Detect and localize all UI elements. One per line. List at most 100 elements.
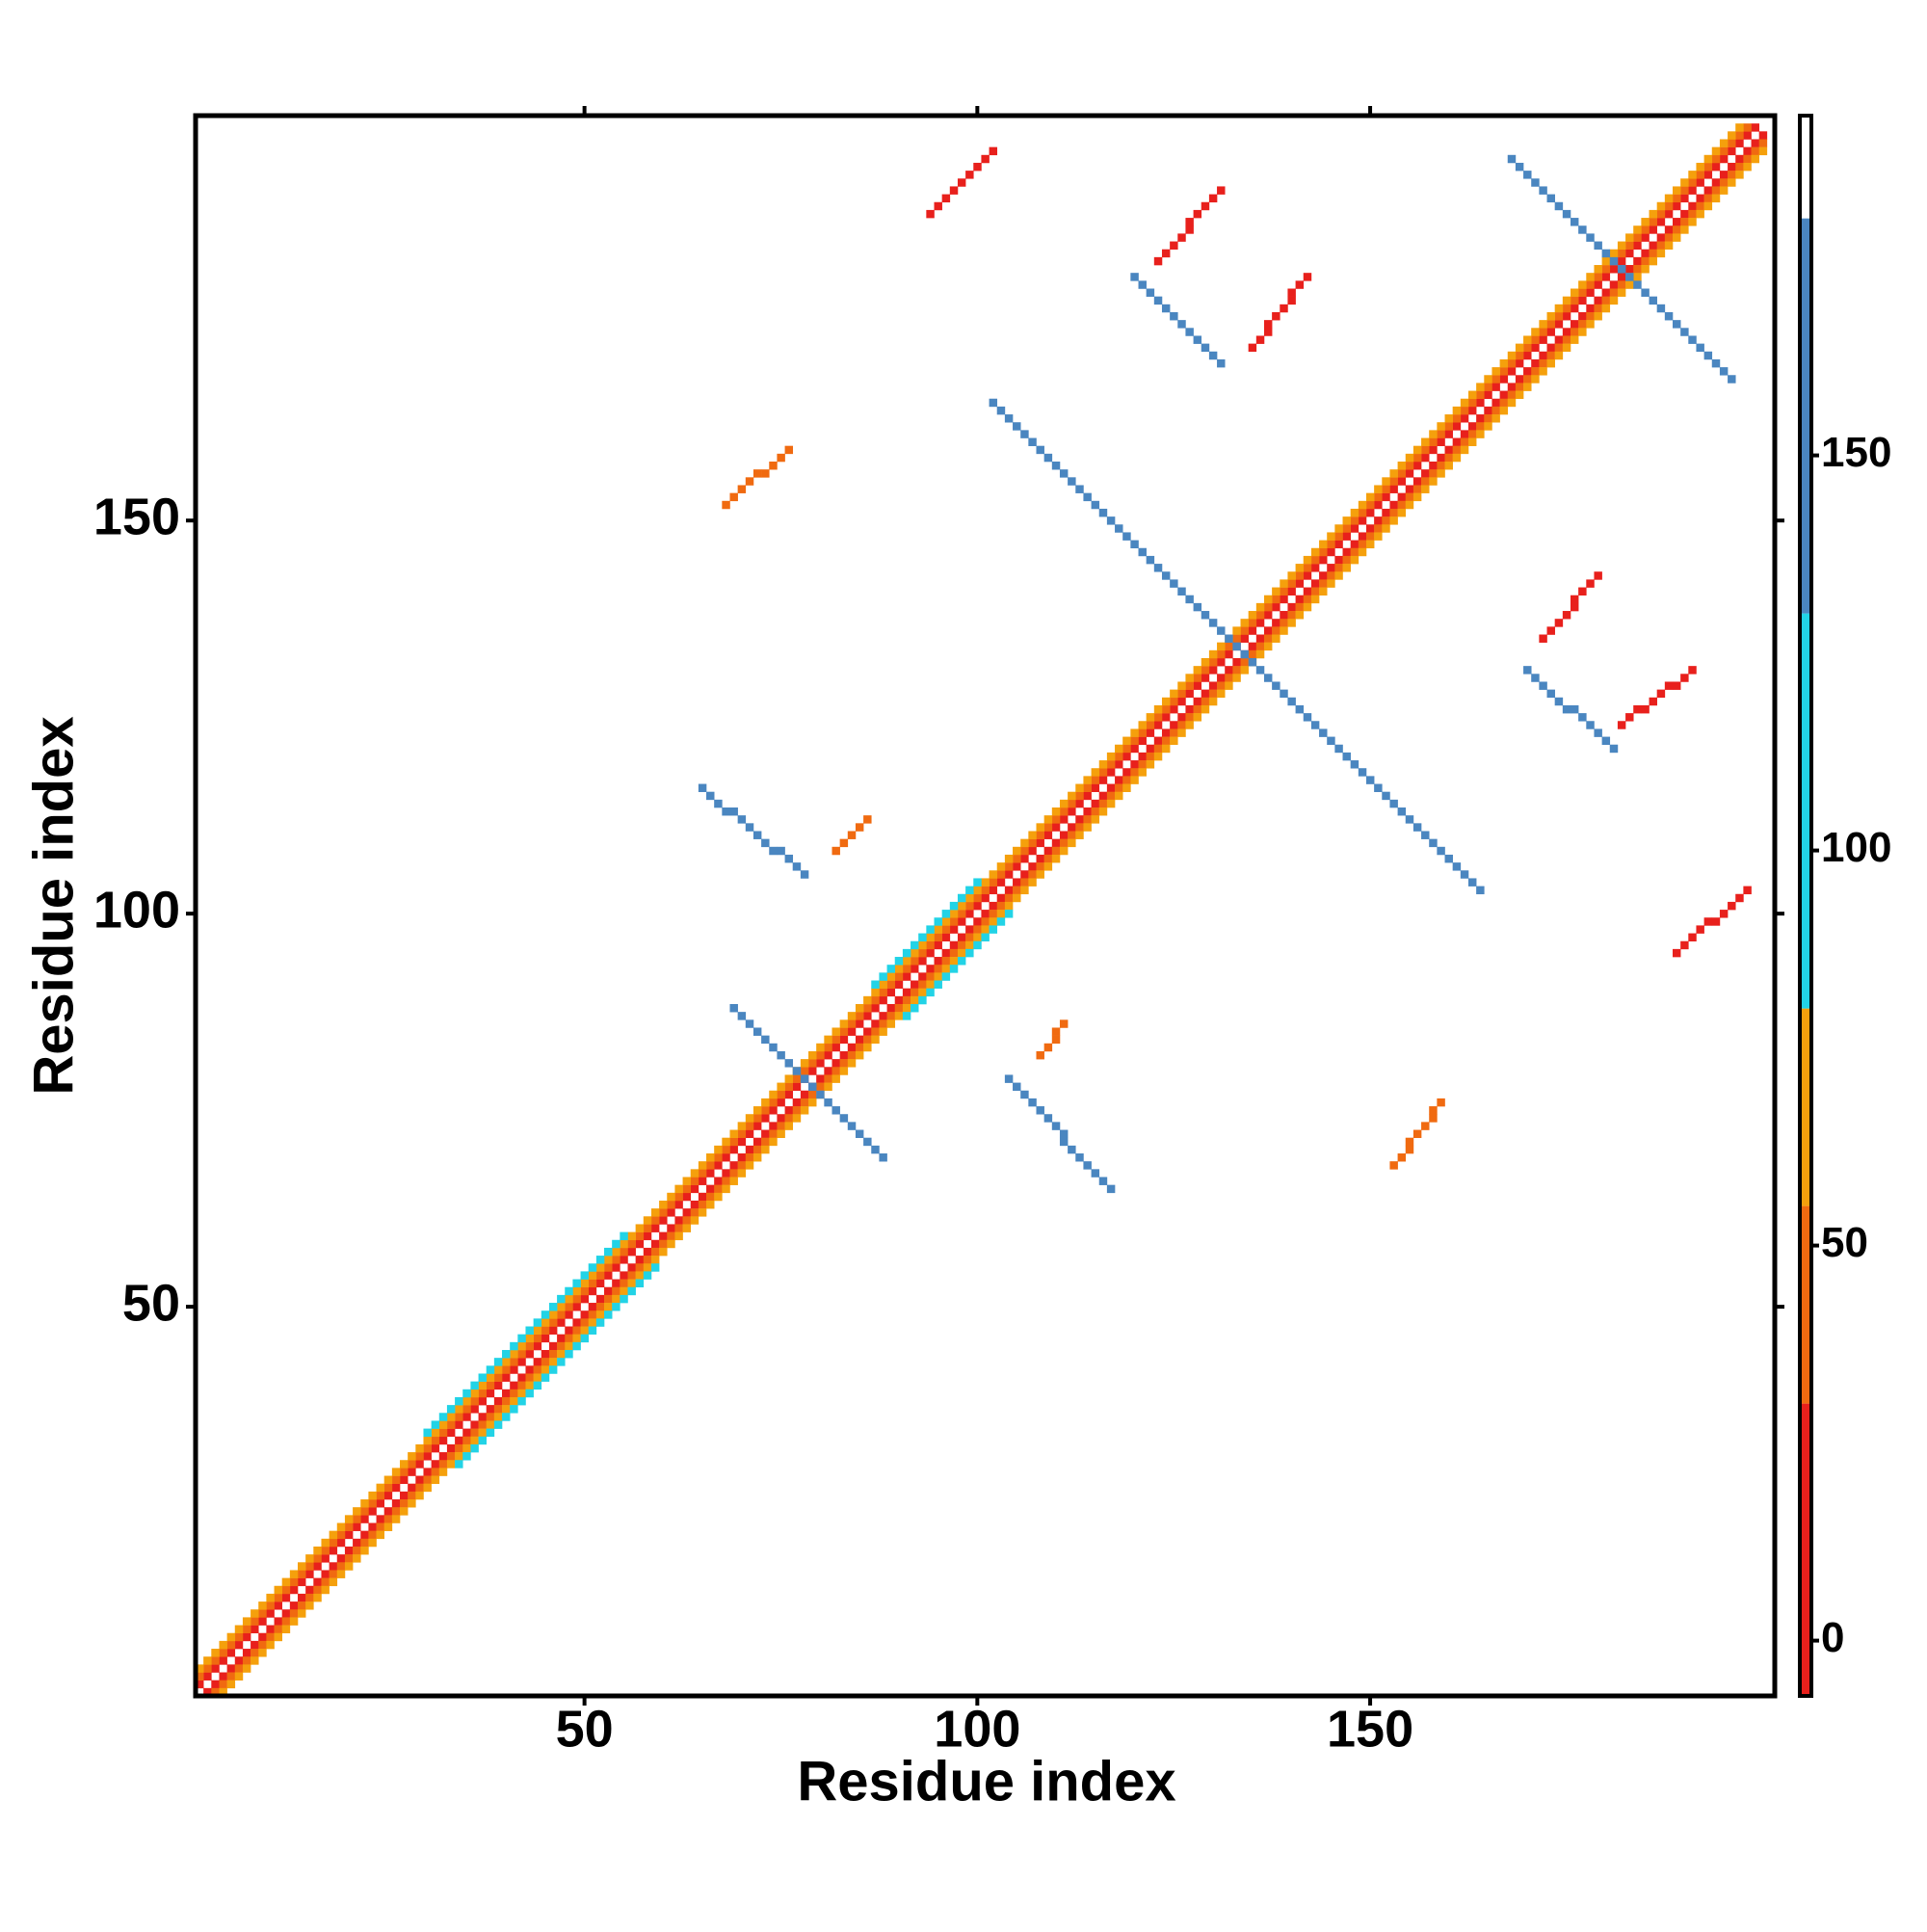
contact-cell [1365,508,1375,517]
contact-cell [431,1420,440,1429]
contact-cell [1421,831,1430,839]
contact-cell [446,1405,456,1414]
contact-cell [1232,642,1241,651]
contact-cell [1255,649,1265,659]
contact-cell [1122,752,1131,761]
contact-cell [792,1098,802,1107]
contact-cell [1711,154,1721,164]
contact-cell [1217,642,1226,651]
contact-cell [722,1145,730,1154]
contact-cell [595,1263,605,1272]
contact-cell [1051,823,1061,832]
contact-cell [690,1216,700,1225]
contact-cell [1122,768,1131,777]
contact-cell [1649,209,1657,219]
contact-cell [674,1231,683,1241]
contact-cell [462,1428,471,1438]
contact-cell [879,1019,887,1028]
contact-cell [1365,492,1375,502]
contact-cell [1036,1106,1044,1115]
contact-cell [423,1436,432,1445]
contact-cell [360,1507,369,1516]
contact-cell [557,1334,566,1343]
contact-cell [926,209,935,219]
contact-cell [415,1460,424,1469]
contact-cell [219,1672,227,1681]
contact-cell [1562,296,1571,305]
contact-cell [1153,564,1163,572]
contact-cell [934,980,942,989]
contact-cell [1287,602,1296,612]
contact-cell [400,1468,409,1476]
contact-cell [659,1208,668,1217]
contact-cell [808,1098,817,1107]
contact-cell [1115,752,1123,761]
contact-cell [1098,791,1108,801]
contact-cell [714,1145,723,1154]
contact-cell [1578,328,1587,336]
contact-cell [1467,422,1477,431]
contact-cell [604,1303,613,1311]
contact-cell [1625,249,1634,258]
contact-cell [1091,500,1100,510]
contact-cell [722,1153,730,1162]
contact-cell [1272,626,1280,635]
contact-cell [1412,477,1422,486]
contact-cell [800,1059,809,1068]
contact-cell [777,1114,785,1123]
contact-cell [572,1334,581,1343]
contact-cell [541,1349,550,1359]
contact-cell [1719,367,1729,376]
contact-cell [525,1389,534,1398]
contact-cell [321,1546,330,1555]
contact-cell [321,1554,330,1563]
contact-cell [203,1656,212,1665]
contact-cell [1507,351,1517,360]
contact-cell [1586,579,1595,588]
contact-cell [1515,390,1524,400]
contact-cell [533,1341,542,1351]
contact-cell [1586,233,1595,242]
contact-cell [635,1239,645,1249]
contact-cell [1208,697,1218,706]
contact-cell [996,870,1006,879]
contact-cell [1405,469,1414,478]
contact-cell [1036,862,1044,871]
contact-cell [1083,807,1092,816]
contact-cell [752,1153,762,1162]
contact-cell [548,1303,558,1311]
contact-cell [1106,791,1116,801]
contact-cell [886,965,896,973]
contact-cell [1319,540,1328,549]
contact-cell [1350,524,1359,533]
contact-cell [886,980,896,989]
contact-cell [321,1577,330,1587]
contact-cell [1397,500,1407,510]
contact-cell [1389,508,1398,517]
contact-cell [1295,602,1305,612]
contact-cell [706,1161,715,1170]
contact-cell [510,1341,518,1351]
contact-cell [612,1239,620,1249]
contact-cell [1153,721,1163,729]
contact-cell [1358,540,1367,549]
contact-cell [353,1538,361,1548]
contact-cell [627,1271,636,1280]
contact-cell [1280,689,1288,699]
contact-cell [510,1396,518,1406]
contact-cell [1240,649,1249,659]
contact-cell [996,917,1006,926]
contact-cell [1758,139,1768,147]
contact-cell [745,1145,754,1154]
contact-cell [1491,398,1500,408]
contact-cell [1743,146,1752,156]
contact-cell [1649,256,1657,266]
contact-cell [745,823,754,832]
contact-cell [682,1184,692,1194]
contact-cell [981,925,990,934]
contact-cell [832,1106,840,1115]
contact-cell [1185,328,1194,336]
contact-cell [219,1640,227,1650]
contact-cell [973,917,982,926]
contact-cell [855,1043,864,1052]
